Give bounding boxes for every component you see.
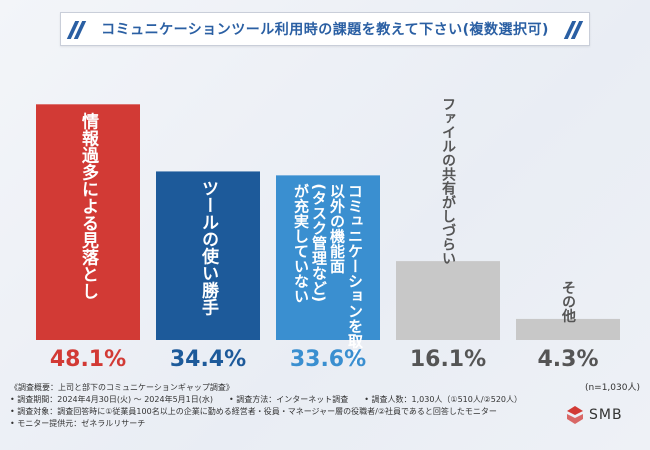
smb-logo-text: SMB	[589, 407, 623, 423]
bar-label: 以外の機能面	[328, 183, 346, 274]
bar	[156, 171, 260, 340]
survey-note-line: • 調査対象：調査回答時に①従業員100名以上の企業に勤める経営者・役員・マネー…	[10, 407, 497, 416]
value-label: 4.3%	[537, 347, 598, 372]
survey-note-line: • モニター提供元：ゼネラルリサーチ	[10, 419, 146, 428]
sample-size-label: (n=1,030人)	[585, 382, 640, 393]
bar-label: 情報過多による見落とし	[78, 111, 100, 299]
value-label: 33.6%	[290, 347, 366, 372]
bar	[516, 318, 620, 340]
chart-title: コミュニケーションツール利用時の課題を教えて下さい(複数選択可)	[101, 22, 549, 38]
survey-note-heading: 《調査概要：上司と部下のコミュニケーションギャップ調査》	[10, 383, 234, 392]
bar	[396, 261, 500, 340]
smb-logo: SMB	[565, 405, 623, 425]
value-label: 48.1%	[50, 347, 126, 372]
bar-label: ファイルの共有がしづらい	[440, 97, 456, 265]
smb-logo-icon	[567, 406, 583, 424]
value-label: 34.4%	[170, 347, 246, 372]
survey-note-line: • 調査期間：2024年4月30日(火) ～ 2024年5月1日(水) • 調査…	[10, 395, 522, 404]
value-label: 16.1%	[410, 347, 486, 372]
title-box: コミュニケーションツール利用時の課題を教えて下さい(複数選択可)	[60, 12, 590, 46]
bar-label: その他	[560, 281, 577, 324]
bar-label: ツールの使い勝手	[198, 179, 220, 316]
bar-label: が充実していない	[292, 183, 310, 304]
bar	[276, 175, 380, 340]
bar-label: (タスク管理など)	[310, 183, 328, 302]
bar	[36, 104, 140, 340]
bar-label: コミュニケーションを取る	[346, 183, 364, 363]
bar-chart: 情報過多による見落とし 48.1% ツールの使い勝手 34.4% コミュニケーションを取…	[36, 97, 640, 393]
